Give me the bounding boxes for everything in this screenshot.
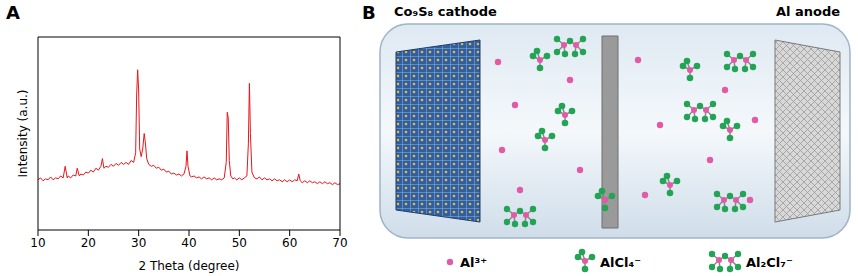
svg-text:40: 40 [181, 236, 196, 250]
svg-text:20: 20 [81, 236, 96, 250]
svg-text:Al₂Cl₇⁻: Al₂Cl₇⁻ [746, 255, 793, 270]
svg-text:30: 30 [131, 236, 146, 250]
svg-text:Al anode: Al anode [776, 4, 840, 19]
svg-text:50: 50 [232, 236, 247, 250]
html-text:B: B [362, 2, 376, 23]
svg-text:60: 60 [282, 236, 297, 250]
svg-text:2 Theta (degree): 2 Theta (degree) [138, 259, 239, 273]
html-text:A: A [6, 2, 20, 23]
svg-text:70: 70 [332, 236, 347, 250]
svg-text:Co₉S₈ cathode: Co₉S₈ cathode [394, 4, 497, 19]
svg-text:Al³⁺: Al³⁺ [460, 255, 487, 270]
svg-text:10: 10 [30, 236, 45, 250]
svg-text:Intensity (a.u.): Intensity (a.u.) [16, 90, 30, 178]
svg-text:AlCl₄⁻: AlCl₄⁻ [600, 255, 641, 270]
